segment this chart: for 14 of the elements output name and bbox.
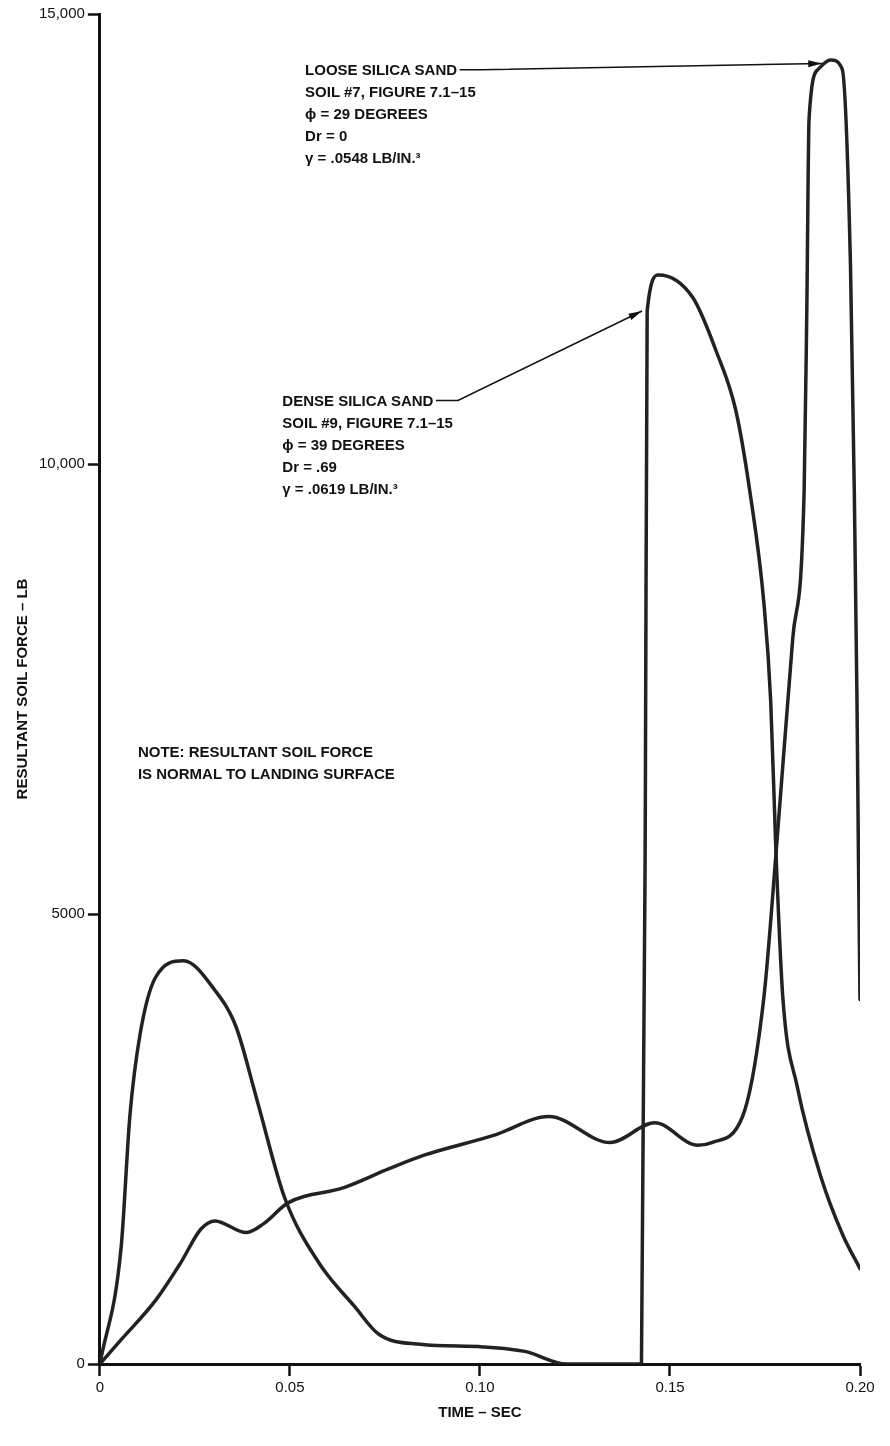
x-axis-title: TIME – SEC xyxy=(438,1403,522,1421)
x-tick-label: 0.10 xyxy=(465,1378,495,1396)
y-tick-label: 0 xyxy=(76,1354,85,1372)
x-tick-label: 0 xyxy=(95,1378,105,1396)
y-tick-label: 15,000 xyxy=(38,4,85,22)
y-tick-label: 5000 xyxy=(51,904,85,922)
annotation: LOOSE SILICA SAND SOIL #7, FIGURE 7.1–15 ϕ = 29 DEGREES Dr = 0 γ = .0548 LB/IN.³ xyxy=(305,60,476,166)
y-axis-title: RESULTANT SOIL FORCE – LB xyxy=(13,578,31,800)
y-tick-label: 10,000 xyxy=(38,454,85,472)
annotation: NOTE: RESULTANT SOIL FORCE IS NORMAL TO LANDING SURFACE xyxy=(137,742,395,782)
x-tick-label: 0.15 xyxy=(655,1378,685,1396)
x-tick-label: 0.20 xyxy=(845,1378,875,1396)
annotation: DENSE SILICA SAND SOIL #9, FIGURE 7.1–15 ϕ = 39 DEGREES Dr = .69 γ = .0619 LB/IN.³ xyxy=(282,391,453,497)
x-tick-label: 0.05 xyxy=(275,1378,305,1396)
